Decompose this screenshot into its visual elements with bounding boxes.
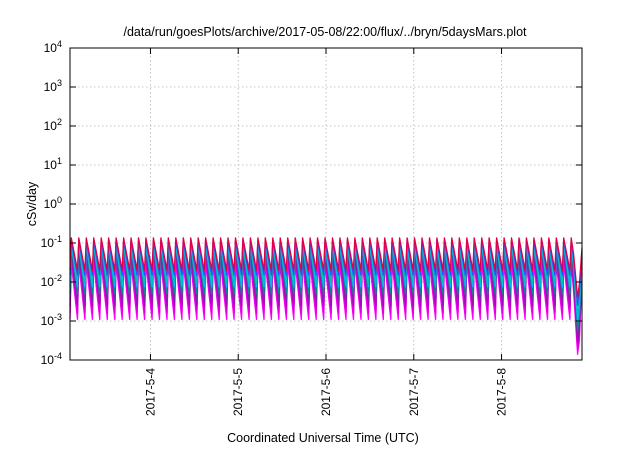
y-tick-label: 103 xyxy=(44,78,62,94)
y-tick-label: 10-2 xyxy=(41,273,62,289)
y-tick-label: 102 xyxy=(44,117,62,133)
y-axis-label: cSv/day xyxy=(25,181,39,226)
x-tick-labels: 2017-5-4 2017-5-5 2017-5-6 2017-5-7 2017-5-8 xyxy=(143,368,508,416)
y-tick-label: 10-1 xyxy=(41,234,62,250)
axis-ticks xyxy=(70,47,582,361)
grid-lines xyxy=(70,48,582,360)
y-tick-label: 101 xyxy=(44,156,62,172)
y-tick-label: 10-3 xyxy=(41,312,62,328)
y-tick-label: 10-4 xyxy=(41,351,62,367)
data-series xyxy=(69,237,583,355)
chart-title: /data/run/goesPlots/archive/2017-05-08/2… xyxy=(123,25,527,39)
x-tick-label: 2017-5-7 xyxy=(407,368,421,416)
x-tick-label: 2017-5-4 xyxy=(143,368,157,416)
x-axis-label: Coordinated Universal Time (UTC) xyxy=(227,431,419,445)
y-tick-label: 104 xyxy=(44,39,62,55)
x-tick-label: 2017-5-8 xyxy=(495,368,509,416)
x-tick-label: 2017-5-6 xyxy=(319,368,333,416)
series-line xyxy=(69,237,583,299)
series-line xyxy=(69,257,583,349)
y-tick-label: 100 xyxy=(44,195,62,211)
x-tick-label: 2017-5-5 xyxy=(231,368,245,416)
y-tick-labels: 10-4 10-3 10-2 10-1 100 101 102 103 104 xyxy=(41,39,62,367)
